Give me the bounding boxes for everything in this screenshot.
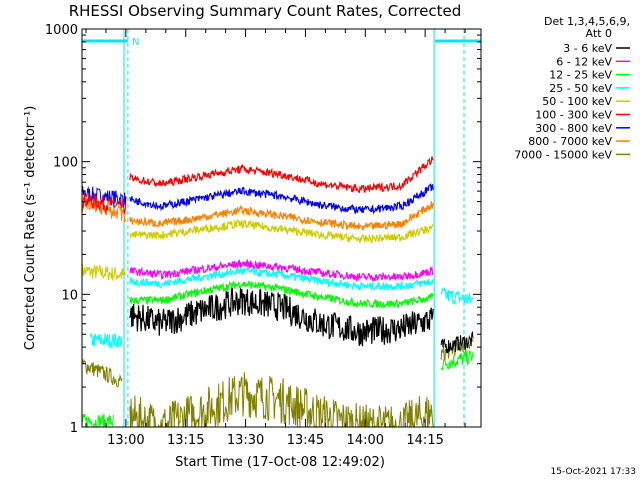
legend-label: 300 - 800 keV bbox=[535, 122, 612, 135]
legend-header-line-2: Att 0 bbox=[586, 27, 612, 40]
legend-label: 25 - 50 keV bbox=[549, 82, 612, 95]
y-tick-label: 100 bbox=[53, 156, 78, 171]
series-line-1 bbox=[129, 259, 434, 283]
legend-label: 50 - 100 keV bbox=[542, 95, 612, 108]
x-axis-ticks: 13:00 13:15 13:30 13:45 14:00 14:15 bbox=[85, 29, 466, 448]
plot-frame bbox=[81, 28, 482, 428]
y-tick-label: 1000 bbox=[45, 23, 78, 38]
timestamp: 15-Oct-2021 17:33 bbox=[551, 467, 636, 477]
x-tick-label: 13:15 bbox=[167, 433, 204, 448]
x-tick-label: 13:30 bbox=[227, 433, 264, 448]
pre-window-series-0 bbox=[81, 264, 127, 281]
y-tick-label: 1 bbox=[70, 421, 78, 436]
chart-title: RHESSI Observing Summary Count Rates, Co… bbox=[69, 2, 462, 20]
series-line-7 bbox=[129, 201, 434, 232]
post-window-series-3 bbox=[440, 330, 474, 354]
legend-label: 3 - 6 keV bbox=[563, 42, 612, 55]
night-flag-label: N bbox=[132, 37, 139, 48]
x-tick-label: 13:45 bbox=[287, 433, 324, 448]
legend-label: 7000 - 15000 keV bbox=[514, 148, 612, 161]
x-tick-label: 14:00 bbox=[347, 433, 384, 448]
x-tick-label: 14:15 bbox=[406, 433, 443, 448]
series-line-4 bbox=[129, 219, 434, 245]
pre-window-series-3 bbox=[81, 192, 127, 215]
pre-window-series-5 bbox=[81, 356, 123, 388]
series-line-0 bbox=[129, 287, 434, 347]
pre-window-series-2 bbox=[81, 195, 127, 224]
series-line-3 bbox=[129, 266, 434, 292]
series-line-2 bbox=[129, 280, 434, 309]
legend-label: 100 - 300 keV bbox=[535, 109, 612, 122]
series-line-6 bbox=[129, 183, 434, 215]
legend-header-line-1: Det 1,3,4,5,6,9, bbox=[544, 15, 630, 28]
series-line-5 bbox=[129, 156, 434, 194]
post-window-series-0 bbox=[440, 287, 474, 305]
series-line-8 bbox=[129, 372, 434, 429]
x-axis-label: Start Time (17-Oct-08 12:49:02) bbox=[175, 455, 385, 470]
plot-content: N bbox=[81, 29, 481, 429]
y-tick-label: 10 bbox=[61, 288, 78, 303]
legend-label: 6 - 12 keV bbox=[556, 55, 612, 68]
legend-label: 800 - 7000 keV bbox=[528, 135, 612, 148]
y-axis-ticks: 1 10 100 1000 bbox=[45, 23, 481, 436]
pre-window-series-4 bbox=[89, 332, 123, 349]
post-window-series-1 bbox=[440, 349, 474, 372]
y-axis-label: Corrected Count Rate (s⁻¹ detector⁻¹) bbox=[23, 106, 38, 351]
legend-label: 12 - 25 keV bbox=[549, 69, 612, 82]
x-tick-label: 13:00 bbox=[107, 433, 144, 448]
